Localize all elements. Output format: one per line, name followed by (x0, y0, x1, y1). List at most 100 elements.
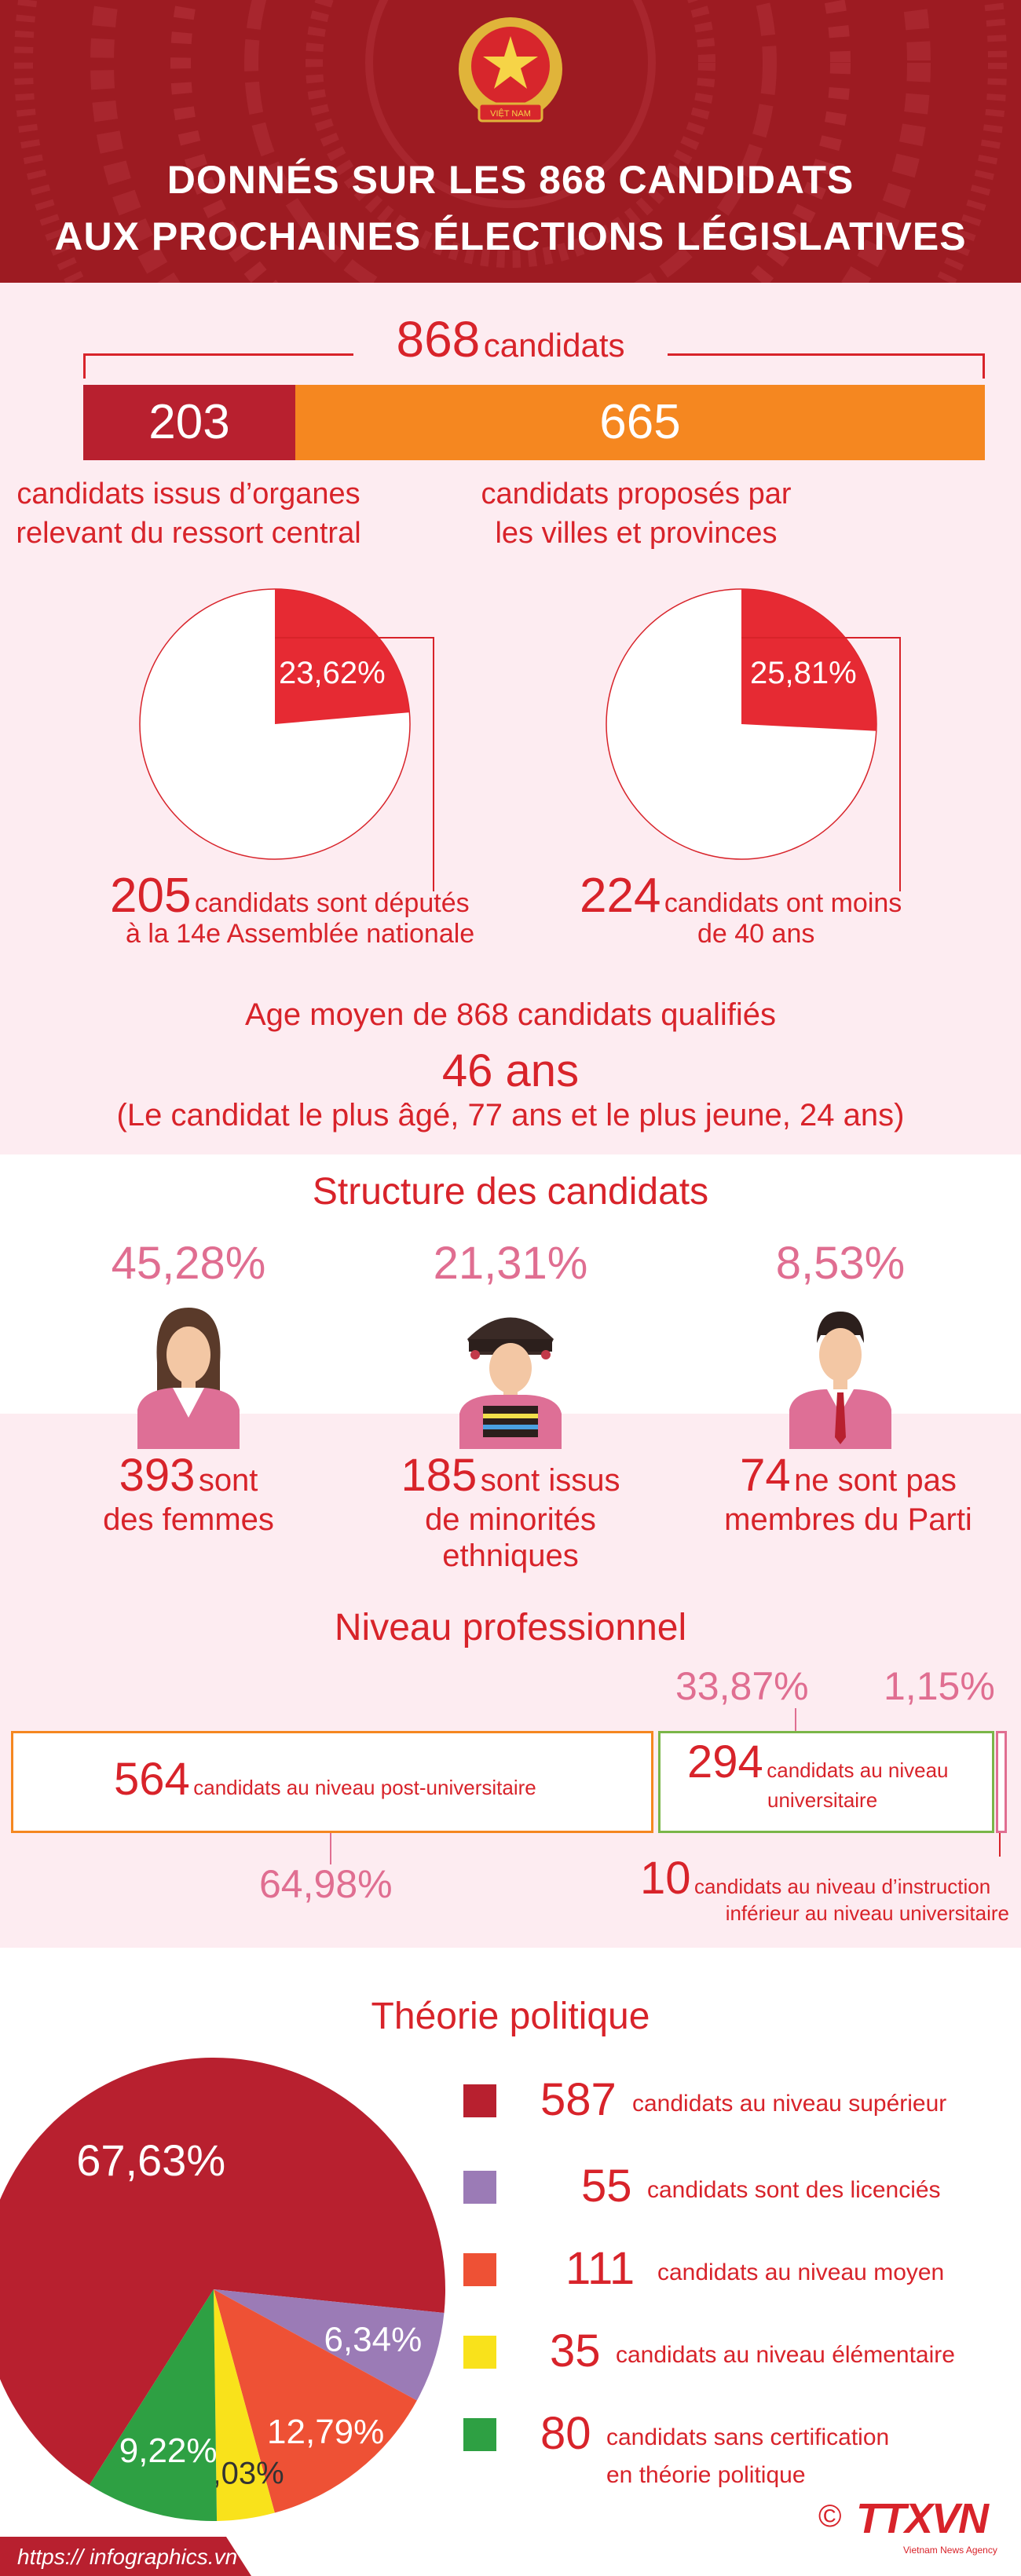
ethnic-caption: 185 sont issus de minorités ethniques (361, 1449, 660, 1574)
pie-label-2: 12,79% (267, 2413, 384, 2451)
central-label-line2: relevant du ressort central (16, 517, 361, 550)
university-bar (658, 1731, 994, 1833)
university-label2: universitaire (767, 1788, 878, 1812)
ethnic-minority-icon (459, 1317, 562, 1449)
deputies-pie (139, 588, 411, 860)
pie-slice-0 (0, 2058, 445, 2486)
women-caption: 393 sont des femmes (47, 1449, 330, 1538)
university-label1: candidats au niveau (767, 1758, 949, 1782)
legend-number: 111 (565, 2243, 635, 2294)
non-party-caption: 74 ne sont pas membres du Parti (691, 1449, 1005, 1538)
legend-text: candidats au niveau élémentaire (616, 2342, 955, 2368)
age-value: 46 ans (441, 1045, 580, 1096)
deputies-pct-label: 23,62% (279, 656, 386, 690)
non-party-number: 74 (740, 1450, 791, 1501)
political-theory-pie: 67,63%6,34%12,79%4,03%9,22% (0, 2058, 445, 2521)
footer-url-bar: https:// infographics.vn (0, 2537, 251, 2576)
deputies-leader-line (275, 637, 434, 891)
pies-layer (139, 588, 901, 891)
legend-item: 80 candidats sans certification en théorie… (463, 2407, 1013, 2488)
ttxvn-logo-subtext: Vietnam News Agency (903, 2545, 997, 2556)
women-pct: 45,28% (111, 1238, 266, 1289)
age-note: (Le candidat le plus âgé, 77 ans et le p… (116, 1098, 905, 1132)
post-university-label: candidats au niveau post-universitaire (193, 1776, 536, 1799)
legend-text: candidats au niveau supérieur (632, 2091, 947, 2117)
legend-item: 587 candidats au niveau supérieur (463, 2073, 1013, 2152)
pie-slice-2 (214, 2289, 417, 2513)
emblem-ribbon-text: VIỆT NAM (490, 108, 531, 119)
university-text: 294 candidats au niveau universitaire (687, 1736, 986, 1813)
deputies-pie-slice (275, 589, 410, 724)
deputies-number: 205 (110, 869, 192, 923)
pie-label-0: 67,63% (76, 2135, 225, 2185)
legend-number: 587 (540, 2074, 617, 2125)
post-university-bar (11, 1731, 653, 1833)
ethnic-text1: sont issus (480, 1463, 620, 1498)
professional-title: Niveau professionnel (334, 1607, 687, 1648)
university-pct: 33,87% (675, 1664, 809, 1708)
provincial-label-line1: candidats proposés par (481, 478, 792, 510)
central-label: candidats issus d’organes relevant du re… (0, 474, 377, 553)
post-university-number: 564 (114, 1754, 190, 1805)
young-text2: de 40 ans (697, 919, 815, 949)
non-party-text2: membres du Parti (724, 1502, 972, 1537)
title-line-2: AUX PROCHAINES ÉLECTIONS LÉGISLATIVES (54, 214, 967, 258)
legend-text-line2: en théorie politique (606, 2462, 806, 2488)
legend-swatch (463, 2418, 496, 2451)
non-party-text1: ne sont pas (794, 1463, 957, 1498)
university-number: 294 (687, 1736, 763, 1787)
legend-swatch (463, 2171, 496, 2204)
women-text1: sont (198, 1463, 258, 1498)
below-university-label2: inférieur au niveau universitaire (725, 1901, 1009, 1925)
post-university-text: 564 candidats au niveau post-universitai… (114, 1753, 536, 1806)
below-university-text: 10 candidats au niveau d’instruction inf… (640, 1852, 1009, 1926)
total-number: 868 (396, 311, 481, 368)
below-university-label1: candidats au niveau d’instruction (693, 1875, 991, 1898)
young-caption: 224 candidats ont moins de 40 ans (580, 868, 972, 950)
legend-item: 55 candidats sont des licenciés (463, 2160, 1013, 2238)
university-pct-tick (795, 1708, 796, 1732)
legend-number: 80 (540, 2408, 591, 2459)
women-number: 393 (119, 1450, 196, 1501)
young-pie (606, 588, 877, 860)
central-label-line1: candidats issus d’organes (16, 478, 360, 510)
age-title: Age moyen de 868 candidats qualifiés (244, 997, 776, 1032)
political-title: Théorie politique (371, 1996, 650, 2037)
pie-slice-3 (214, 2289, 275, 2521)
footer-url: https:// infographics.vn (17, 2545, 238, 2569)
central-bar-segment: 203 (83, 385, 295, 460)
legend-swatch (463, 2084, 496, 2117)
young-number: 224 (580, 869, 661, 923)
below-university-number: 10 (640, 1853, 691, 1904)
legend-item: 35 candidats au niveau élémentaire (463, 2325, 1013, 2403)
pie-label-4: 9,22% (119, 2431, 218, 2470)
provincial-bar-segment: 665 (295, 385, 985, 460)
man-icon (789, 1312, 891, 1449)
young-pct-label: 25,81% (750, 656, 857, 690)
legend-item: 111 candidats au niveau moyen (463, 2242, 1013, 2321)
ttxvn-logo: TTXVN (856, 2495, 989, 2542)
ethnic-text2: de minorités (425, 1502, 596, 1537)
below-pct: 1,15% (884, 1664, 995, 1708)
below-university-bar (996, 1731, 1007, 1833)
ethnic-number: 185 (401, 1450, 478, 1501)
national-emblem-icon: VIỆT NAM (459, 17, 562, 123)
total-count: 868 candidats (353, 310, 668, 373)
title-line-1: DONNÉS SUR LES 868 CANDIDATS (167, 158, 854, 202)
legend-text: candidats au niveau moyen (657, 2259, 945, 2285)
deputies-text2: à la 14e Assemblée nationale (126, 919, 475, 949)
pie-label-1: 6,34% (324, 2320, 422, 2358)
drum-pattern-background (14, 0, 1007, 283)
structure-title: Structure des candidats (312, 1171, 709, 1213)
legend-text: candidats sont des licenciés (647, 2177, 941, 2203)
post-university-pct: 64,98% (259, 1862, 393, 1906)
legend-number: 55 (581, 2161, 632, 2212)
deputies-caption: 205 candidats sont députés à la 14e Asse… (110, 868, 503, 950)
woman-icon (137, 1308, 240, 1449)
ethnic-pct: 21,31% (433, 1238, 588, 1289)
provincial-label: candidats proposés par les villes et pro… (440, 474, 833, 553)
copyright-icon: © (818, 2499, 842, 2534)
below-university-tick (999, 1833, 1001, 1857)
young-text1: candidats ont moins (664, 888, 902, 918)
pie-slice-4 (89, 2289, 218, 2521)
